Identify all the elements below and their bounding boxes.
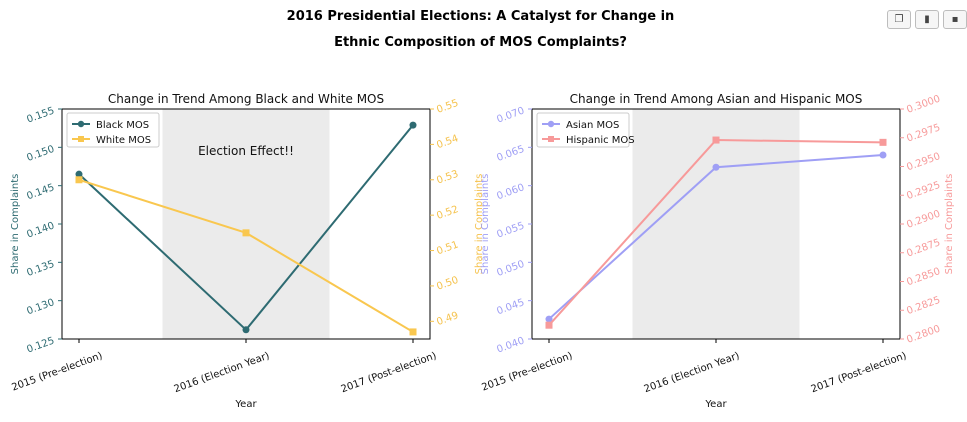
data-point <box>409 328 417 336</box>
left-y-tick-label: 0.140 <box>25 220 56 240</box>
right-y-tick-label: 0.2950 <box>905 151 942 173</box>
legend-label: Black MOS <box>96 120 149 131</box>
right-y-tick-label: 0.2900 <box>905 209 942 231</box>
x-tick-label: 2015 (Pre-election) <box>10 350 104 393</box>
x-tick-label: 2016 (Election Year) <box>173 350 271 395</box>
right-y-tick-label: 0.2800 <box>905 324 942 346</box>
data-point <box>242 229 250 237</box>
legend-swatch-marker <box>548 136 554 142</box>
data-point <box>712 136 720 144</box>
chart-title: Change in Trend Among Asian and Hispanic… <box>570 92 863 106</box>
x-axis-label: Year <box>704 399 727 410</box>
left-y-axis-label: Share in Complaints <box>10 174 21 275</box>
legend-label: White MOS <box>96 135 151 146</box>
data-point <box>712 163 720 171</box>
left-y-tick-label: 0.060 <box>495 182 526 202</box>
right-y-tick-label: 0.50 <box>435 275 460 293</box>
save-icon[interactable]: ▪ <box>943 10 967 29</box>
right-y-axis-label: Share in Complaints <box>944 174 955 275</box>
data-point <box>75 176 83 184</box>
data-point <box>75 170 83 178</box>
right-y-tick-label: 0.2850 <box>905 266 942 288</box>
right-y-tick-label: 0.2875 <box>905 237 942 259</box>
x-tick-label: 2015 (Pre-election) <box>480 350 574 393</box>
election-span-shade <box>162 109 330 339</box>
annotation-text: Election Effect!! <box>198 144 294 158</box>
left-y-tick-label: 0.045 <box>495 297 526 317</box>
figure-toolbar: ❐ ▮ ▪ <box>887 10 967 29</box>
legend-swatch-marker <box>78 136 84 142</box>
left-y-tick-label: 0.070 <box>495 105 526 125</box>
data-point <box>545 315 553 323</box>
right-y-axis-label: Share in Complaints <box>474 174 485 275</box>
left-y-tick-label: 0.040 <box>495 335 526 355</box>
x-tick-label: 2017 (Post-election) <box>340 350 438 395</box>
data-point <box>545 321 553 329</box>
left-y-tick-label: 0.145 <box>25 182 56 202</box>
left-y-tick-label: 0.155 <box>25 105 56 125</box>
copy-icon[interactable]: ❐ <box>887 10 911 29</box>
figure-title-line-1: 2016 Presidential Elections: A Catalyst … <box>286 9 675 24</box>
right-y-tick-label: 0.49 <box>435 310 460 328</box>
left-y-tick-label: 0.055 <box>495 220 526 240</box>
left-y-tick-label: 0.065 <box>495 144 526 164</box>
right-y-tick-label: 0.53 <box>435 169 460 187</box>
data-point <box>879 151 887 159</box>
right-y-tick-label: 0.52 <box>435 204 460 222</box>
figure-title-line-2: Ethnic Composition of MOS Complaints? <box>334 35 627 50</box>
election-span-shade <box>632 109 800 339</box>
left-y-tick-label: 0.130 <box>25 297 56 317</box>
x-tick-label: 2016 (Election Year) <box>643 350 741 395</box>
right-y-tick-label: 0.54 <box>435 133 460 151</box>
legend-label: Hispanic MOS <box>566 135 635 146</box>
legend-swatch-marker <box>77 120 85 128</box>
left-y-tick-label: 0.050 <box>495 259 526 279</box>
right-y-tick-label: 0.51 <box>435 239 460 257</box>
x-tick-label: 2017 (Post-election) <box>810 350 908 395</box>
x-axis-label: Year <box>234 399 257 410</box>
data-point <box>409 121 417 129</box>
chart-icon[interactable]: ▮ <box>915 10 939 29</box>
data-point <box>242 326 250 334</box>
chart-title: Change in Trend Among Black and White MO… <box>108 92 384 106</box>
legend-label: Asian MOS <box>566 120 619 131</box>
right-y-tick-label: 0.3000 <box>905 94 942 116</box>
left-y-axis-label: Share in Complaints <box>480 174 491 275</box>
left-y-tick-label: 0.125 <box>25 335 56 355</box>
legend-swatch-marker <box>547 120 555 128</box>
left-y-tick-label: 0.150 <box>25 144 56 164</box>
right-y-tick-label: 0.55 <box>435 98 460 116</box>
left-y-tick-label: 0.135 <box>25 259 56 279</box>
data-point <box>879 138 887 146</box>
right-y-tick-label: 0.2975 <box>905 122 942 144</box>
right-y-tick-label: 0.2825 <box>905 295 942 317</box>
right-y-tick-label: 0.2925 <box>905 180 942 202</box>
